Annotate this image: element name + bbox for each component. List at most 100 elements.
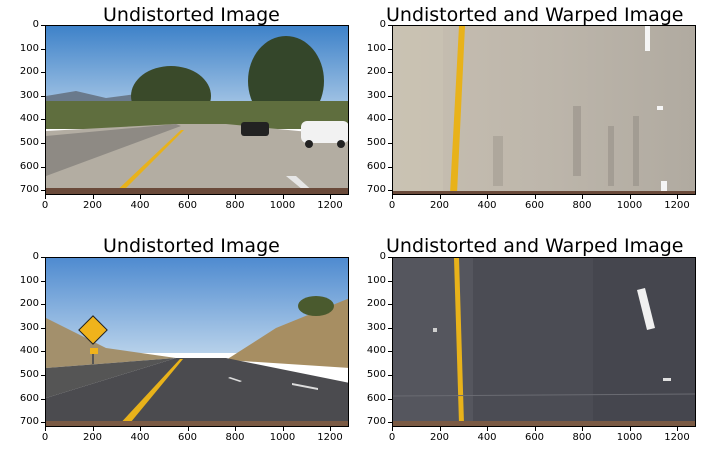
x-tick-label: 200 bbox=[429, 432, 450, 443]
x-tick-mark bbox=[439, 427, 441, 431]
x-tick-mark bbox=[187, 195, 189, 199]
x-tick-label: 0 bbox=[41, 200, 49, 211]
x-tick-mark bbox=[92, 195, 94, 199]
x-tick-label: 600 bbox=[177, 432, 198, 443]
y-tick-mark bbox=[41, 280, 45, 282]
x-tick-mark bbox=[677, 195, 678, 199]
x-tick-label: 800 bbox=[572, 432, 592, 443]
y-tick-mark bbox=[41, 143, 45, 145]
y-tick-mark bbox=[41, 119, 45, 121]
x-tick-label: 1000 bbox=[616, 432, 643, 443]
x-tick-label: 1200 bbox=[664, 432, 690, 443]
x-tick-label: 600 bbox=[524, 432, 545, 443]
y-tick-mark bbox=[41, 190, 45, 192]
x-tick-mark bbox=[140, 427, 141, 431]
y-tick-mark bbox=[388, 119, 392, 121]
x-tick-label: 1000 bbox=[616, 200, 643, 211]
y-tick-label: 100 bbox=[366, 274, 386, 286]
x-tick-mark bbox=[187, 427, 189, 431]
y-tick-mark bbox=[388, 143, 392, 145]
y-tick-label: 0 bbox=[32, 251, 39, 262]
y-tick-label: 600 bbox=[366, 160, 386, 172]
y-tick-mark bbox=[388, 351, 392, 353]
y-tick-label: 500 bbox=[19, 137, 39, 149]
x-tick-mark bbox=[282, 195, 284, 199]
x-tick-mark bbox=[45, 195, 46, 199]
road-image-undistorted-1 bbox=[45, 25, 349, 195]
x-tick-mark bbox=[534, 195, 536, 199]
y-tick-label: 700 bbox=[19, 184, 39, 196]
x-tick-label: 600 bbox=[524, 200, 545, 211]
y-tick-label: 300 bbox=[19, 89, 39, 101]
x-tick-label: 1000 bbox=[269, 432, 296, 443]
y-tick-label: 100 bbox=[366, 42, 386, 54]
y-tick-mark bbox=[388, 190, 392, 192]
y-tick-mark bbox=[41, 422, 45, 424]
x-tick-label: 800 bbox=[225, 200, 245, 211]
y-tick-label: 600 bbox=[366, 392, 386, 404]
y-tick-label: 0 bbox=[379, 251, 386, 262]
y-tick-mark bbox=[41, 327, 45, 329]
y-tick-label: 600 bbox=[19, 160, 39, 172]
y-tick-mark bbox=[388, 398, 392, 400]
y-tick-label: 200 bbox=[19, 298, 39, 310]
road-image-warped-2 bbox=[392, 257, 696, 427]
y-tick-mark bbox=[41, 257, 45, 258]
y-tick-label: 400 bbox=[19, 113, 39, 125]
y-tick-mark bbox=[41, 166, 45, 168]
x-tick-label: 1200 bbox=[317, 432, 343, 443]
y-tick-mark bbox=[388, 304, 392, 306]
x-tick-label: 400 bbox=[130, 200, 150, 211]
x-tick-label: 0 bbox=[388, 432, 396, 443]
y-tick-mark bbox=[388, 280, 392, 282]
x-tick-mark bbox=[45, 427, 46, 431]
x-tick-mark bbox=[439, 195, 441, 199]
x-tick-label: 1200 bbox=[317, 200, 343, 211]
y-tick-label: 700 bbox=[366, 416, 386, 428]
y-tick-mark bbox=[388, 257, 392, 258]
x-tick-mark bbox=[282, 427, 284, 431]
x-tick-label: 400 bbox=[477, 432, 497, 443]
x-tick-mark bbox=[235, 427, 236, 431]
y-tick-mark bbox=[41, 304, 45, 306]
x-tick-label: 200 bbox=[429, 200, 450, 211]
y-tick-label: 500 bbox=[19, 369, 39, 381]
panel-title: Undistorted and Warped Image bbox=[386, 235, 684, 257]
y-tick-mark bbox=[41, 25, 45, 26]
x-tick-mark bbox=[392, 195, 393, 199]
y-tick-mark bbox=[41, 95, 45, 97]
y-tick-label: 0 bbox=[32, 19, 39, 30]
y-tick-mark bbox=[41, 351, 45, 353]
y-tick-mark bbox=[388, 48, 392, 50]
x-tick-mark bbox=[487, 195, 488, 199]
x-tick-mark bbox=[140, 195, 141, 199]
y-tick-label: 200 bbox=[19, 66, 39, 78]
y-tick-label: 400 bbox=[366, 345, 386, 357]
y-tick-label: 300 bbox=[19, 321, 39, 333]
y-tick-label: 400 bbox=[366, 113, 386, 125]
y-tick-mark bbox=[41, 48, 45, 50]
y-tick-label: 0 bbox=[379, 19, 386, 30]
x-tick-mark bbox=[582, 195, 583, 199]
y-tick-mark bbox=[388, 25, 392, 26]
y-tick-mark bbox=[388, 166, 392, 168]
panel-title: Undistorted Image bbox=[103, 4, 280, 26]
y-tick-label: 200 bbox=[366, 66, 386, 78]
y-tick-mark bbox=[41, 72, 45, 74]
x-tick-mark bbox=[534, 427, 536, 431]
x-tick-mark bbox=[629, 195, 631, 199]
x-tick-mark bbox=[330, 427, 331, 431]
y-tick-label: 100 bbox=[19, 274, 39, 286]
y-tick-mark bbox=[41, 398, 45, 400]
y-tick-label: 400 bbox=[19, 345, 39, 357]
y-tick-label: 700 bbox=[366, 184, 386, 196]
x-tick-label: 800 bbox=[225, 432, 245, 443]
x-tick-mark bbox=[677, 427, 678, 431]
road-image-undistorted-2 bbox=[45, 257, 349, 427]
y-tick-mark bbox=[41, 375, 45, 377]
x-tick-label: 200 bbox=[82, 200, 103, 211]
road-image-warped-1 bbox=[392, 25, 696, 195]
x-tick-mark bbox=[487, 427, 488, 431]
x-tick-label: 1200 bbox=[664, 200, 690, 211]
x-tick-mark bbox=[582, 427, 583, 431]
